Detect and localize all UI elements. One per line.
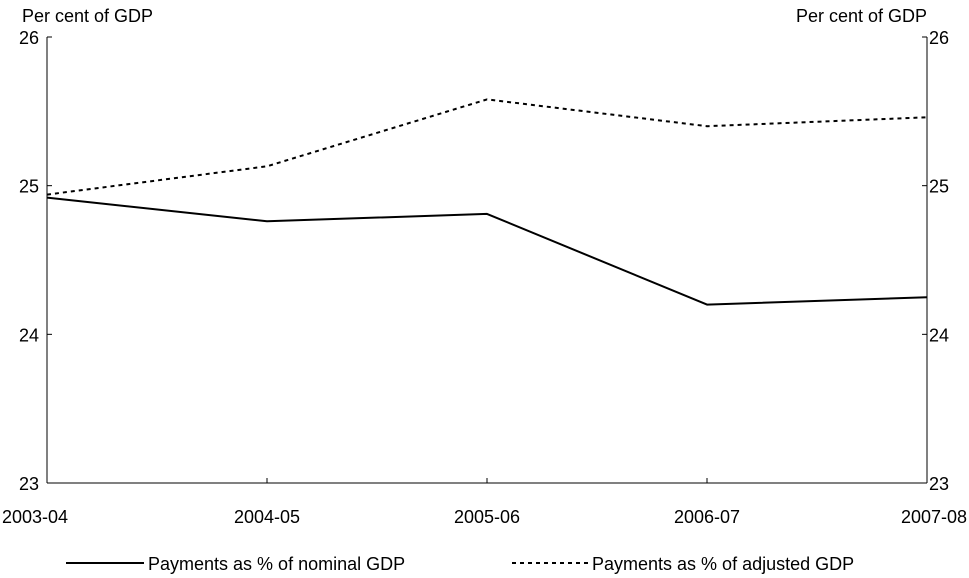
right-y-ticks: 23 24 25 26 — [922, 28, 949, 494]
series-lines — [46, 98, 928, 306]
x-tick-label: 2005-06 — [454, 507, 520, 527]
legend-label-nominal: Payments as % of nominal GDP — [148, 554, 405, 574]
series-line-nominal-gdp — [46, 196, 928, 306]
left-y-ticks: 23 24 25 26 — [19, 28, 52, 494]
y-tick-label-left: 25 — [19, 177, 39, 197]
left-axis-unit-label: Per cent of GDP — [22, 6, 153, 26]
x-tick-label: 2003-04 — [2, 507, 68, 527]
x-tick-label: 2007-08 — [901, 507, 967, 527]
x-ticks: 2003-04 2004-05 2005-06 2006-07 2007-08 — [2, 478, 967, 527]
legend: Payments as % of nominal GDP Payments as… — [66, 554, 854, 574]
y-tick-label-right: 26 — [929, 28, 949, 48]
x-tick-label: 2004-05 — [234, 507, 300, 527]
y-tick-label-left: 24 — [19, 325, 39, 345]
y-tick-label-right: 25 — [929, 177, 949, 197]
series-line-adjusted-gdp — [46, 98, 928, 196]
y-tick-label-right: 24 — [929, 325, 949, 345]
legend-label-adjusted: Payments as % of adjusted GDP — [592, 554, 854, 574]
x-tick-label: 2006-07 — [674, 507, 740, 527]
y-tick-label-left: 23 — [19, 474, 39, 494]
right-axis-unit-label: Per cent of GDP — [796, 6, 927, 26]
y-tick-label-right: 23 — [929, 474, 949, 494]
y-tick-label-left: 26 — [19, 28, 39, 48]
